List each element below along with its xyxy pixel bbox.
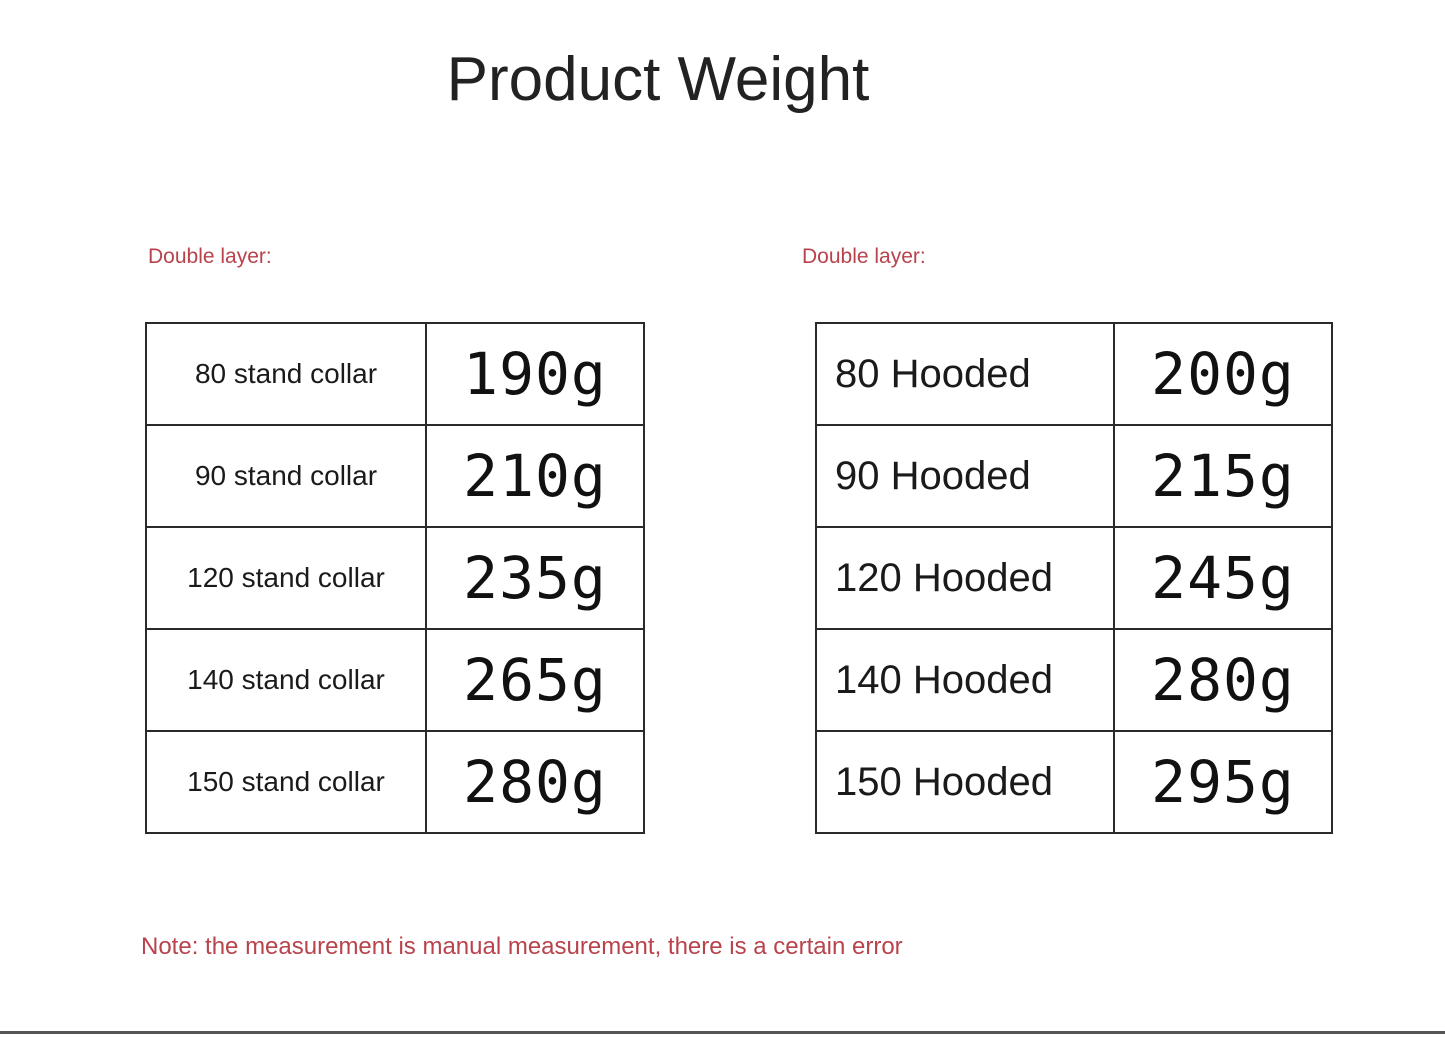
- left-table-heading: Double layer:: [148, 245, 272, 268]
- weight-value: 295g: [1113, 730, 1333, 834]
- table-row: 90 stand collar 210g: [145, 424, 645, 528]
- size-label: 90 stand collar: [145, 424, 427, 528]
- size-label: 150 stand collar: [145, 730, 427, 834]
- table-row: 120 stand collar 235g: [145, 526, 645, 630]
- table-row: 150 stand collar 280g: [145, 730, 645, 834]
- hooded-weight-table: 80 Hooded 200g 90 Hooded 215g 120 Hooded 245g…: [815, 322, 1333, 834]
- table-row: 150 Hooded 295g: [815, 730, 1333, 834]
- weight-value: 265g: [425, 628, 645, 732]
- right-table-heading: Double layer:: [802, 245, 926, 268]
- weight-value: 280g: [1113, 628, 1333, 732]
- size-label: 80 stand collar: [145, 322, 427, 426]
- weight-value: 210g: [425, 424, 645, 528]
- weight-value: 280g: [425, 730, 645, 834]
- size-label: 140 Hooded: [815, 628, 1115, 732]
- weight-value: 245g: [1113, 526, 1333, 630]
- bottom-divider: [0, 1031, 1445, 1034]
- weight-value: 215g: [1113, 424, 1333, 528]
- measurement-note: Note: the measurement is manual measurem…: [141, 933, 903, 960]
- weight-value: 200g: [1113, 322, 1333, 426]
- size-label: 90 Hooded: [815, 424, 1115, 528]
- table-row: 80 Hooded 200g: [815, 322, 1333, 426]
- size-label: 140 stand collar: [145, 628, 427, 732]
- stand-collar-weight-table: 80 stand collar 190g 90 stand collar 210g 12…: [145, 322, 645, 834]
- table-row: 90 Hooded 215g: [815, 424, 1333, 528]
- weight-value: 235g: [425, 526, 645, 630]
- size-label: 150 Hooded: [815, 730, 1115, 834]
- table-row: 140 stand collar 265g: [145, 628, 645, 732]
- table-row: 140 Hooded 280g: [815, 628, 1333, 732]
- size-label: 80 Hooded: [815, 322, 1115, 426]
- table-row: 120 Hooded 245g: [815, 526, 1333, 630]
- page-title: Product Weight: [446, 45, 870, 114]
- size-label: 120 Hooded: [815, 526, 1115, 630]
- table-row: 80 stand collar 190g: [145, 322, 645, 426]
- weight-value: 190g: [425, 322, 645, 426]
- size-label: 120 stand collar: [145, 526, 427, 630]
